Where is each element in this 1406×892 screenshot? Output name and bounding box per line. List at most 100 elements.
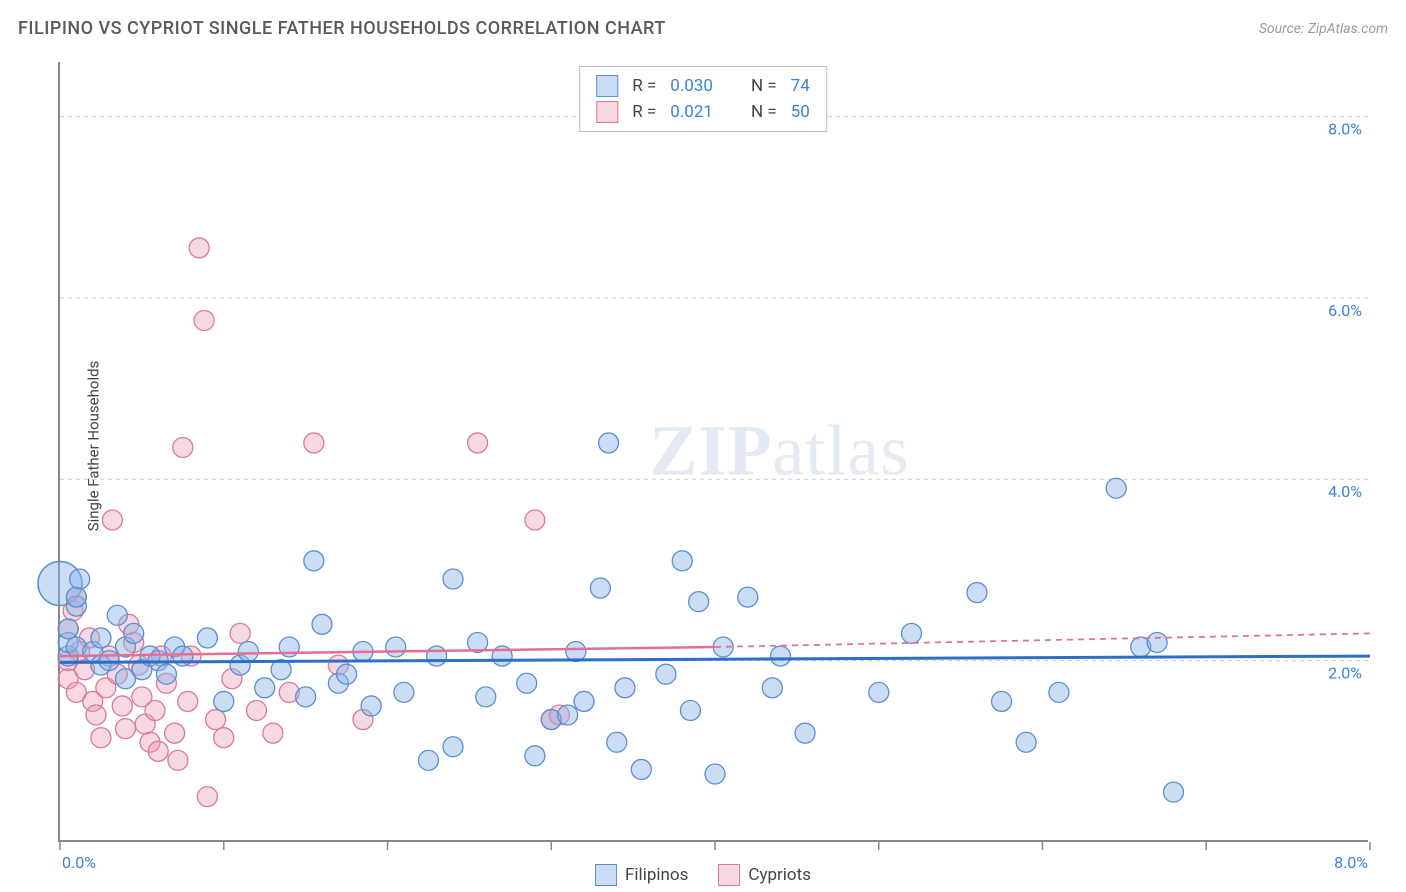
scatter-point-filipinos: [689, 592, 709, 612]
legend-stats: R = 0.030 N = 74 R = 0.021 N = 50: [579, 66, 827, 132]
scatter-point-cypriots: [194, 310, 214, 330]
scatter-point-cypriots: [247, 700, 267, 720]
scatter-point-filipinos: [1106, 478, 1126, 498]
plot-area: ZIPatlas 2.0%4.0%6.0%8.0%0.0%8.0%: [58, 62, 1368, 842]
scatter-point-filipinos: [869, 682, 889, 702]
scatter-point-filipinos: [771, 646, 791, 666]
scatter-point-filipinos: [656, 664, 676, 684]
y-tick-label: 2.0%: [1328, 664, 1362, 683]
scatter-point-filipinos: [615, 678, 635, 698]
legend-r-label: R =: [632, 102, 656, 122]
scatter-point-filipinos: [91, 628, 111, 648]
source-label: Source: ZipAtlas.com: [1259, 21, 1388, 37]
scatter-point-cypriots: [86, 705, 106, 725]
scatter-point-cypriots: [173, 437, 193, 457]
scatter-point-filipinos: [762, 678, 782, 698]
scatter-point-filipinos: [680, 700, 700, 720]
scatter-point-cypriots: [230, 623, 250, 643]
chart-title: FILIPINO VS CYPRIOT SINGLE FATHER HOUSEH…: [18, 18, 666, 39]
header: FILIPINO VS CYPRIOT SINGLE FATHER HOUSEH…: [18, 18, 1388, 39]
legend-swatch: [595, 864, 617, 886]
scatter-point-filipinos: [238, 642, 258, 662]
scatter-point-cypriots: [116, 719, 136, 739]
legend-r-value: 0.030: [670, 76, 713, 96]
legend-n-value: 74: [791, 76, 810, 96]
scatter-point-cypriots: [189, 238, 209, 258]
scatter-point-filipinos: [672, 551, 692, 571]
scatter-point-filipinos: [476, 687, 496, 707]
scatter-point-cypriots: [206, 710, 226, 730]
scatter-point-filipinos: [427, 646, 447, 666]
scatter-point-filipinos: [386, 637, 406, 657]
scatter-point-filipinos: [214, 691, 234, 711]
scatter-point-filipinos: [517, 673, 537, 693]
legend-n-label: N =: [751, 102, 777, 122]
scatter-point-cypriots: [165, 723, 185, 743]
scatter-point-filipinos: [525, 746, 545, 766]
scatter-point-filipinos: [255, 678, 275, 698]
scatter-point-filipinos: [631, 759, 651, 779]
scatter-point-filipinos: [574, 691, 594, 711]
scatter-point-filipinos: [70, 569, 90, 589]
scatter-point-cypriots: [214, 728, 234, 748]
scatter-point-cypriots: [197, 787, 217, 807]
scatter-point-filipinos: [902, 623, 922, 643]
scatter-point-filipinos: [124, 623, 144, 643]
y-tick-label: 8.0%: [1328, 119, 1362, 138]
scatter-point-cypriots: [263, 723, 283, 743]
scatter-point-filipinos: [967, 583, 987, 603]
scatter-point-cypriots: [102, 510, 122, 530]
regression-line-cypriots-dashed: [715, 633, 1370, 647]
scatter-point-filipinos: [607, 732, 627, 752]
scatter-point-cypriots: [304, 433, 324, 453]
legend-series-item: Cypriots: [718, 864, 811, 886]
legend-series-label: Filipinos: [625, 865, 688, 885]
scatter-point-filipinos: [312, 614, 332, 634]
legend-swatch: [718, 864, 740, 886]
scatter-point-filipinos: [1147, 632, 1167, 652]
legend-series-item: Filipinos: [595, 864, 688, 886]
y-tick-label: 6.0%: [1328, 301, 1362, 320]
scatter-point-filipinos: [337, 664, 357, 684]
legend-stats-row: R =0.030N =74: [596, 73, 810, 99]
y-tick-label: 4.0%: [1328, 482, 1362, 501]
scatter-point-filipinos: [599, 433, 619, 453]
legend-swatch: [596, 75, 618, 97]
scatter-point-filipinos: [1049, 682, 1069, 702]
scatter-point-cypriots: [468, 433, 488, 453]
legend-n-value: 50: [791, 102, 810, 122]
scatter-point-filipinos: [705, 764, 725, 784]
legend-r-value: 0.021: [670, 102, 713, 122]
scatter-point-filipinos: [304, 551, 324, 571]
scatter-point-cypriots: [112, 696, 132, 716]
x-tick-label: 8.0%: [1334, 853, 1368, 872]
scatter-point-filipinos: [99, 651, 119, 671]
legend-series: Filipinos Cypriots: [595, 864, 811, 886]
legend-stats-row: R = 0.021 N = 50: [596, 99, 810, 125]
scatter-point-filipinos: [795, 723, 815, 743]
legend-r-label: R =: [632, 76, 656, 96]
scatter-point-filipinos: [156, 664, 176, 684]
scatter-point-cypriots: [168, 750, 188, 770]
scatter-point-filipinos: [558, 705, 578, 725]
scatter-point-filipinos: [58, 619, 78, 639]
scatter-point-filipinos: [992, 691, 1012, 711]
scatter-point-cypriots: [145, 700, 165, 720]
scatter-point-filipinos: [418, 750, 438, 770]
scatter-point-filipinos: [66, 587, 86, 607]
scatter-point-cypriots: [91, 728, 111, 748]
scatter-point-filipinos: [443, 569, 463, 589]
scatter-point-filipinos: [361, 696, 381, 716]
x-tick-label: 0.0%: [62, 853, 96, 872]
scatter-point-filipinos: [443, 737, 463, 757]
scatter-point-filipinos: [394, 682, 414, 702]
plot-svg: 2.0%4.0%6.0%8.0%0.0%8.0%: [60, 62, 1368, 840]
scatter-point-filipinos: [1016, 732, 1036, 752]
scatter-point-filipinos: [296, 687, 316, 707]
scatter-point-cypriots: [178, 691, 198, 711]
legend-series-label: Cypriots: [748, 865, 811, 885]
scatter-point-filipinos: [738, 587, 758, 607]
scatter-point-cypriots: [148, 741, 168, 761]
legend-swatch: [596, 101, 618, 123]
scatter-point-filipinos: [197, 628, 217, 648]
